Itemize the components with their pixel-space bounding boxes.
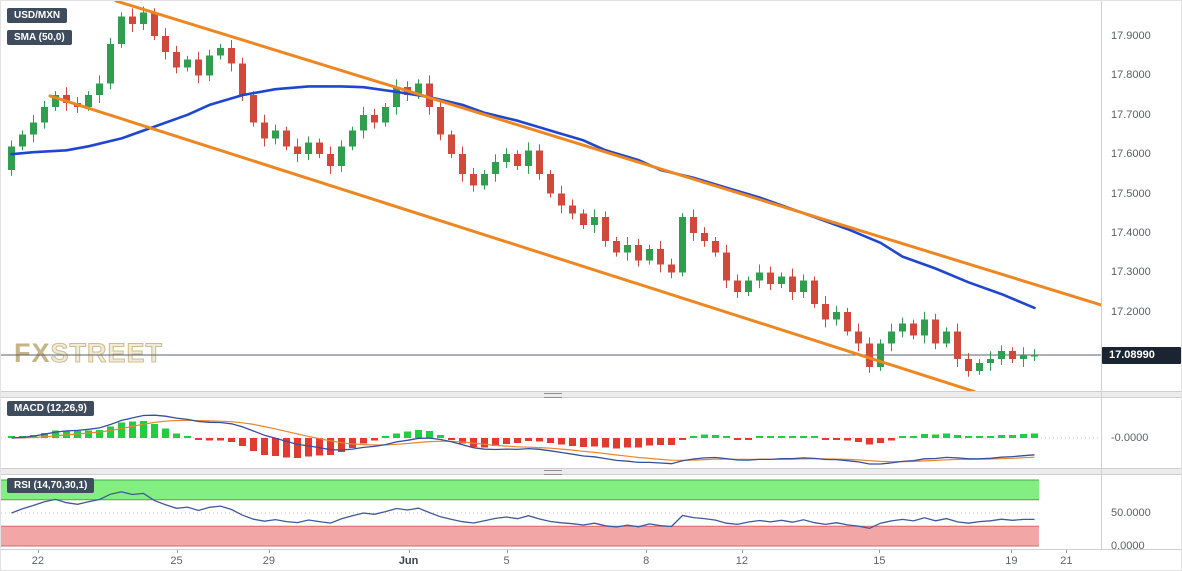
fxstreet-watermark-fx: FX — [14, 338, 51, 368]
price-scale-label: 17.8000 — [1111, 69, 1151, 82]
x-axis-tick: 21 — [1060, 555, 1073, 567]
time-axis-tickmark — [741, 550, 743, 553]
price-scale-label: 17.6000 — [1111, 148, 1151, 161]
time-axis-tickmark — [646, 550, 648, 553]
sma-indicator-badge: SMA (50,0) — [7, 30, 72, 45]
macd-indicator-badge: MACD (12,26,9) — [7, 401, 94, 416]
x-axis-tick: 22 — [31, 555, 45, 567]
splitter-grip-icon[interactable] — [544, 393, 562, 398]
splitter-grip-icon[interactable] — [544, 470, 562, 475]
time-axis[interactable]: 22 25 29 Jun 5 8 12 15 19 21 — [1, 549, 1181, 570]
x-axis-tick: 25 — [170, 555, 183, 567]
time-axis-tickmark — [879, 550, 881, 553]
price-scale-label: 17.4000 — [1111, 227, 1151, 239]
price-scale-label: 17.5000 — [1111, 187, 1151, 200]
time-axis-tickmark — [506, 550, 508, 553]
time-axis-tickmark — [268, 550, 270, 553]
current-price-badge: 17.08990 — [1102, 347, 1181, 365]
symbol-badge: USD/MXN — [7, 8, 68, 23]
x-axis-tick: 29 — [262, 555, 276, 567]
rsi-indicator-badge: RSI (14,70,30,1) — [7, 478, 95, 493]
panel-splitter-macd[interactable] — [1, 391, 1181, 398]
price-scale-label: 17.2000 — [1111, 305, 1151, 318]
rsi-0-label: 0.0000 — [1111, 540, 1145, 552]
x-axis-tick: 8 — [643, 555, 650, 567]
x-axis-tick: 12 — [735, 555, 749, 567]
price-scale-divider — [1101, 1, 1102, 549]
time-axis-tickmark — [176, 550, 178, 553]
x-axis-tick: 5 — [503, 555, 510, 567]
macd-panel[interactable] — [1, 398, 1101, 468]
price-scale-label: 17.9000 — [1111, 30, 1151, 42]
price-scale-label: 17.3000 — [1111, 266, 1151, 279]
fxstreet-watermark: FXSTREET — [14, 338, 164, 369]
panel-splitter-rsi[interactable] — [1, 468, 1181, 475]
time-axis-tickmark — [1011, 550, 1013, 553]
macd-axis-label: -0.0000 — [1111, 432, 1149, 444]
x-axis-tick: 19 — [1005, 555, 1018, 567]
rsi-panel[interactable] — [1, 475, 1101, 549]
x-axis-tick: 15 — [873, 555, 886, 567]
price-scale-label: 17.7000 — [1111, 108, 1151, 121]
x-axis-tick: Jun — [398, 555, 419, 567]
time-axis-tickmark — [408, 550, 410, 553]
fxstreet-watermark-street: STREET — [50, 338, 164, 369]
main-price-chart[interactable] — [1, 1, 1101, 391]
time-axis-tickmark — [37, 550, 39, 553]
time-axis-tickmark — [1066, 550, 1068, 553]
rsi-50-label: 50.0000 — [1111, 507, 1151, 519]
